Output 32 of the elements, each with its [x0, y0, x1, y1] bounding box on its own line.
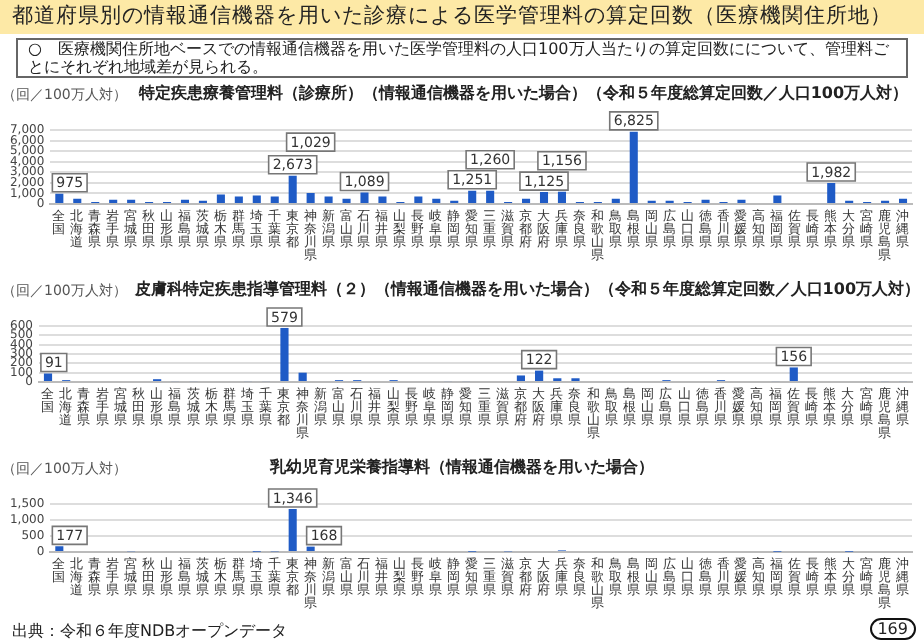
bar [827, 183, 836, 203]
bar [414, 196, 423, 203]
bar [378, 196, 387, 203]
text: 169 [869, 618, 916, 640]
bar [539, 192, 549, 203]
chart-title: 乳幼児育児栄養指導料（情報通信機器を用いた場合） [268, 456, 654, 477]
bar [629, 131, 638, 203]
bar [298, 372, 307, 381]
bar [280, 327, 289, 381]
text: 都道府県別の情報通信機器を用いた診療による医学管理料の算定回数（医療機関住所地） [0, 0, 924, 34]
bar [486, 190, 495, 203]
bar [55, 193, 64, 203]
text: ○ 医療機関住所地ベースでの情報通信機器を用いた医学管理料の人口100万人当たりの算定回数にについて、管理料ごとにそれぞれ地域差が見られる。 [16, 38, 908, 78]
bar [516, 375, 526, 381]
bar [468, 190, 477, 203]
chart-title: 特定疾患療養管理料（診療所）（情報通信機器を用いた場合）（令和５年度総算定回数／人口100万人対） [136, 82, 909, 103]
bar [535, 370, 544, 381]
source-note: 出典：令和６年度NDBオープンデータ [12, 620, 288, 640]
bar [288, 175, 297, 203]
bar [789, 367, 798, 381]
bar [557, 191, 566, 203]
bar [43, 373, 53, 381]
bar [306, 193, 315, 203]
bar [216, 194, 225, 203]
bar [324, 196, 333, 203]
bar [360, 192, 369, 203]
bar [234, 196, 243, 203]
bar [773, 195, 782, 203]
bar [270, 196, 279, 203]
bar [252, 195, 261, 203]
chart-title: 皮膚科特定疾患指導管理料（２）（情報通信機器を用いた場合）（令和５年度総算定回数／人口100万人対） [132, 278, 920, 299]
bar [288, 508, 297, 551]
